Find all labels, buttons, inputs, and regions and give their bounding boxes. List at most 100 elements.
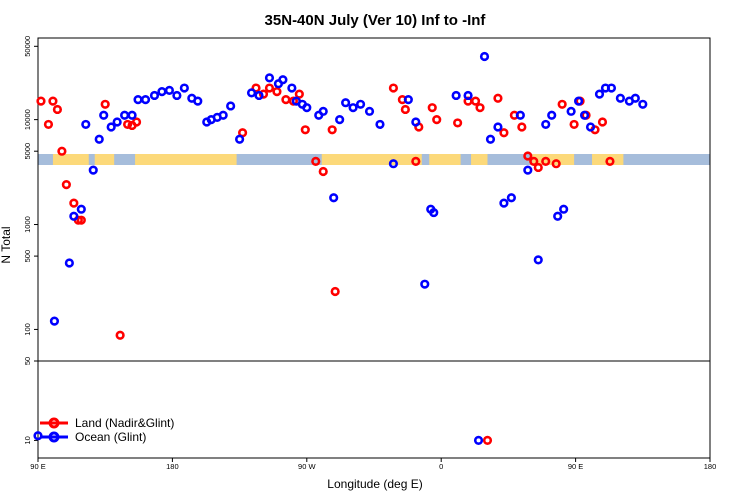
land-point [281,95,291,105]
ocean-point [479,51,490,62]
land-point [122,119,133,130]
map-strip-land [532,154,575,165]
ocean-point [335,115,345,125]
land-point [493,93,503,103]
y-tick-label: 500 [23,250,32,263]
ocean-point [553,211,563,221]
ocean-point [264,73,275,83]
land-point [499,128,509,138]
ocean-point [547,110,557,120]
ocean-point [120,110,130,120]
land-point [597,117,608,127]
ocean-point [579,110,590,120]
x-tick-label: 90 E [568,462,583,471]
map-strip-land [94,154,115,165]
ocean-point [76,204,86,214]
y-tick-label: 100 [23,323,32,336]
ocean-point [81,119,91,130]
data-points [33,51,648,446]
ocean-point [302,103,312,113]
ocean-point [541,119,551,130]
ocean-point [226,101,236,111]
land-point [311,156,321,166]
ocean-point [506,193,516,203]
ocean-point [364,106,375,116]
land-point [330,286,340,297]
ocean-point [94,134,104,144]
ocean-point [179,83,189,93]
ocean-point [235,134,245,144]
ocean-point [157,87,167,97]
x-tick-label: 90 W [298,462,316,471]
land-point [400,104,410,115]
ocean-point [172,90,182,101]
ocean-point [69,211,79,221]
ocean-point [388,159,399,169]
x-tick-label: 180 [166,462,179,471]
land-point [69,198,79,208]
land-point [475,103,485,113]
land-point [470,96,481,106]
ocean-point [375,119,385,130]
legend-ocean-label: Ocean (Glint) [75,430,146,444]
land-point [115,330,125,340]
ocean-point [473,435,484,446]
legend-ocean-marker [48,431,60,443]
y-axis-label: N Total [0,226,13,263]
x-tick-label: 90 E [30,462,45,471]
ocean-point [638,99,648,109]
ocean-point [615,93,626,103]
ocean-point [278,75,288,85]
ocean-point [106,122,116,132]
plot-frame [37,37,711,459]
land-point [557,99,567,109]
ocean-point [99,110,109,120]
land-point [569,119,579,130]
ocean-point [127,110,137,120]
land-point [57,146,67,156]
ocean-point [287,83,297,93]
legend: Land (Nadir&Glint) Ocean (Glint) [40,416,174,444]
land-point [318,166,328,177]
ocean-point [193,96,203,106]
ocean-point [606,83,617,93]
land-point [432,115,442,125]
ocean-point [429,207,439,218]
ocean-point [49,316,60,326]
map-strip-land [321,154,422,165]
ocean-point [341,98,351,108]
land-point [264,83,275,93]
land-point [605,156,615,166]
x-tick-label: 180 [704,462,717,471]
land-point [517,122,527,132]
y-tick-label: 10 [23,436,32,444]
map-strip-land [429,154,461,165]
ocean-point [88,165,98,175]
chart-title: 35N-40N July (Ver 10) Inf to -Inf [265,12,487,29]
map-strip-land [471,154,488,165]
land-point [541,156,551,166]
ocean-point [523,165,533,175]
ocean-point [515,110,525,120]
ocean-point [164,85,175,95]
ocean-point [140,95,151,105]
y-tick-label: 10000 [23,109,32,130]
ocean-point [559,204,569,214]
ocean-point [318,106,328,116]
ocean-point [218,110,228,120]
land-point [551,159,561,169]
ocean-point [149,90,160,101]
land-point [258,89,269,99]
map-strip-land [52,154,89,165]
land-point [300,125,310,135]
legend-land-label: Land (Nadir&Glint) [75,416,174,430]
ocean-point [566,106,576,116]
ocean-point [112,117,122,127]
ocean-point [329,193,339,203]
land-point [61,180,71,190]
land-point [48,96,58,106]
y-tick-label: 5000 [23,143,32,160]
y-tick-label: 50 [23,357,32,365]
ocean-point [348,103,358,113]
